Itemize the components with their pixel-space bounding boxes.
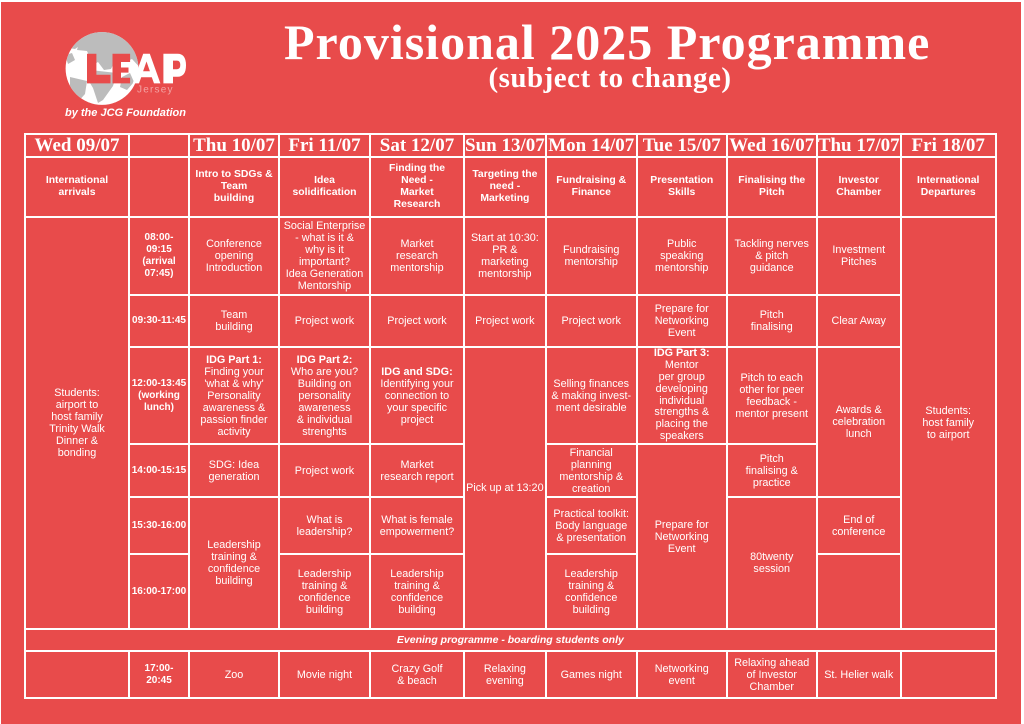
- svg-text:by the JCG Foundation: by the JCG Foundation: [65, 107, 186, 119]
- svg-text:Jersey: Jersey: [137, 84, 174, 95]
